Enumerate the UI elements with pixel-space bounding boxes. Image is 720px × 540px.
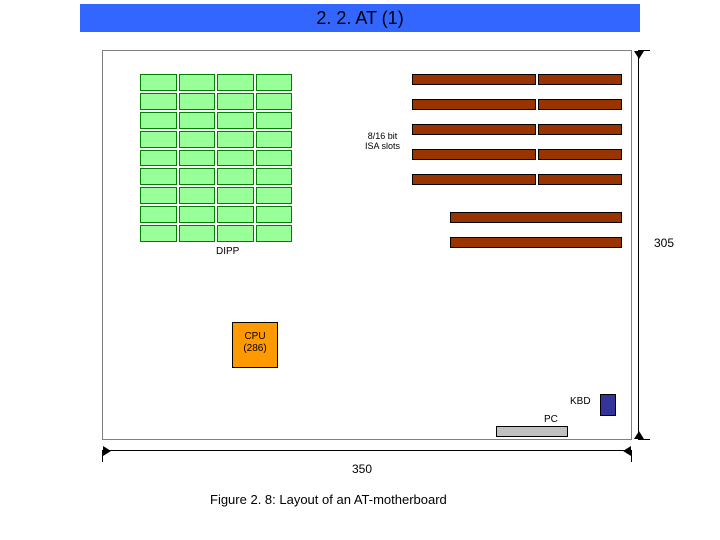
dipp-chip xyxy=(140,131,177,148)
dipp-chip xyxy=(217,225,254,242)
isa-label-line2: ISA slots xyxy=(365,141,400,151)
figure-caption: Figure 2. 8: Layout of an AT-motherboard xyxy=(210,492,447,507)
dipp-chip xyxy=(140,93,177,110)
cpu-chip: CPU (286) xyxy=(232,322,278,368)
dipp-chip xyxy=(179,112,216,129)
slide-title: 2. 2. AT (1) xyxy=(316,8,403,28)
dipp-chip xyxy=(179,168,216,185)
dipp-chip xyxy=(179,225,216,242)
isa-slot xyxy=(412,174,622,185)
power-connector-label: PC xyxy=(544,414,558,425)
dipp-chip xyxy=(179,187,216,204)
cpu-label-line2: (286) xyxy=(243,343,266,354)
dipp-memory-grid xyxy=(140,74,292,242)
dipp-chip xyxy=(256,150,293,167)
isa-slot xyxy=(412,74,622,85)
slide: 2. 2. AT (1) 305 350 DIPP 8/16 bit ISA s… xyxy=(0,0,720,540)
isa-label-line1: 8/16 bit xyxy=(368,131,398,141)
dipp-chip xyxy=(256,168,293,185)
dipp-chip xyxy=(179,93,216,110)
dimension-height-value: 305 xyxy=(654,236,674,250)
dipp-chip xyxy=(256,131,293,148)
dipp-chip xyxy=(256,74,293,91)
dipp-chip xyxy=(256,112,293,129)
dipp-chip xyxy=(217,74,254,91)
dipp-chip xyxy=(140,112,177,129)
dipp-chip xyxy=(140,187,177,204)
dimension-width-value: 350 xyxy=(352,462,372,476)
isa-slot xyxy=(412,99,622,110)
dipp-chip xyxy=(217,112,254,129)
dipp-chip xyxy=(140,206,177,223)
dipp-chip xyxy=(256,93,293,110)
title-bar: 2. 2. AT (1) xyxy=(80,4,640,32)
dipp-chip xyxy=(217,150,254,167)
dipp-chip xyxy=(179,74,216,91)
dipp-chip xyxy=(140,74,177,91)
dipp-label: DIPP xyxy=(216,246,239,257)
dipp-chip xyxy=(179,131,216,148)
dipp-chip xyxy=(140,150,177,167)
dipp-chip xyxy=(179,206,216,223)
isa-slot xyxy=(450,212,622,223)
dimension-height-line xyxy=(638,50,650,440)
dipp-chip xyxy=(256,206,293,223)
dipp-chip xyxy=(217,168,254,185)
dipp-chip xyxy=(217,93,254,110)
isa-slot xyxy=(412,124,622,135)
cpu-label-line1: CPU xyxy=(244,331,265,342)
dipp-chip xyxy=(179,150,216,167)
isa-slots-label: 8/16 bit ISA slots xyxy=(365,132,400,152)
keyboard-connector-label: KBD xyxy=(570,396,591,407)
dipp-chip xyxy=(217,206,254,223)
power-connector xyxy=(496,426,568,437)
dipp-chip xyxy=(256,187,293,204)
isa-slot xyxy=(450,237,622,248)
dimension-width-line xyxy=(102,450,632,462)
dipp-chip xyxy=(256,225,293,242)
isa-slot xyxy=(412,149,622,160)
dipp-chip xyxy=(140,225,177,242)
dipp-chip xyxy=(217,131,254,148)
dipp-chip xyxy=(140,168,177,185)
dipp-chip xyxy=(217,187,254,204)
keyboard-connector xyxy=(600,394,616,416)
